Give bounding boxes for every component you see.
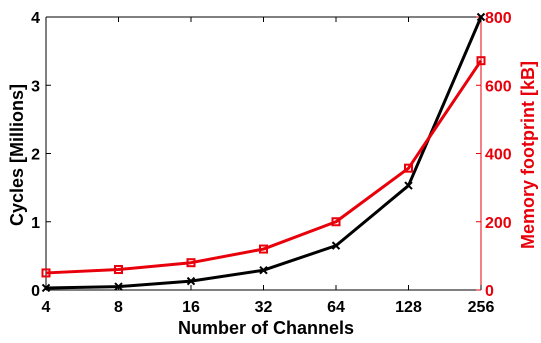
x-tick-label: 256 <box>468 299 495 316</box>
cycles-line <box>45 16 483 290</box>
memory-point <box>259 244 268 254</box>
memory-point <box>114 265 123 275</box>
memory-series <box>41 56 486 278</box>
cycles-point <box>41 283 51 293</box>
memory-line <box>45 59 483 275</box>
left-y-tick-label: 4 <box>31 10 40 27</box>
memory-point <box>186 258 196 268</box>
right-y-tick-label: 600 <box>485 78 512 95</box>
x-axis-ticks: 4 8 16 32 64 128 256 <box>42 17 495 316</box>
left-y-tick-label: 0 <box>31 283 40 300</box>
right-y-axis-title: Memory footprint [kB] <box>518 61 538 249</box>
cycles-point <box>259 266 268 275</box>
cycles-point <box>331 241 341 250</box>
left-y-axis-ticks: 0 1 2 3 4 <box>31 10 51 300</box>
series-layer <box>41 12 486 293</box>
left-y-tick-label: 1 <box>31 215 40 232</box>
cycles-point <box>404 181 413 190</box>
memory-point <box>476 56 486 66</box>
cycles-point <box>186 276 196 286</box>
left-y-axis-title: Cycles [Millions] <box>7 84 27 226</box>
cycles-point <box>476 12 486 22</box>
left-y-tick-label: 3 <box>31 78 40 95</box>
right-y-tick-label: 400 <box>485 147 512 164</box>
x-axis-title: Number of Channels <box>178 318 354 338</box>
right-y-tick-label: 800 <box>485 10 512 27</box>
cycles-series <box>41 12 486 293</box>
x-tick-label: 16 <box>182 299 200 316</box>
right-y-tick-label: 0 <box>485 283 494 300</box>
x-tick-label: 32 <box>255 299 273 316</box>
x-tick-label: 8 <box>114 299 123 316</box>
right-y-tick-label: 200 <box>485 215 512 232</box>
x-tick-label: 4 <box>42 299 51 316</box>
x-tick-label: 128 <box>395 299 422 316</box>
memory-point <box>331 217 341 227</box>
right-y-axis-ticks: 0 200 400 600 800 <box>476 10 512 300</box>
left-y-tick-label: 2 <box>31 147 40 164</box>
memory-point <box>41 268 51 278</box>
x-tick-label: 64 <box>327 299 345 316</box>
memory-point <box>404 163 413 173</box>
cycles-point <box>114 282 123 291</box>
